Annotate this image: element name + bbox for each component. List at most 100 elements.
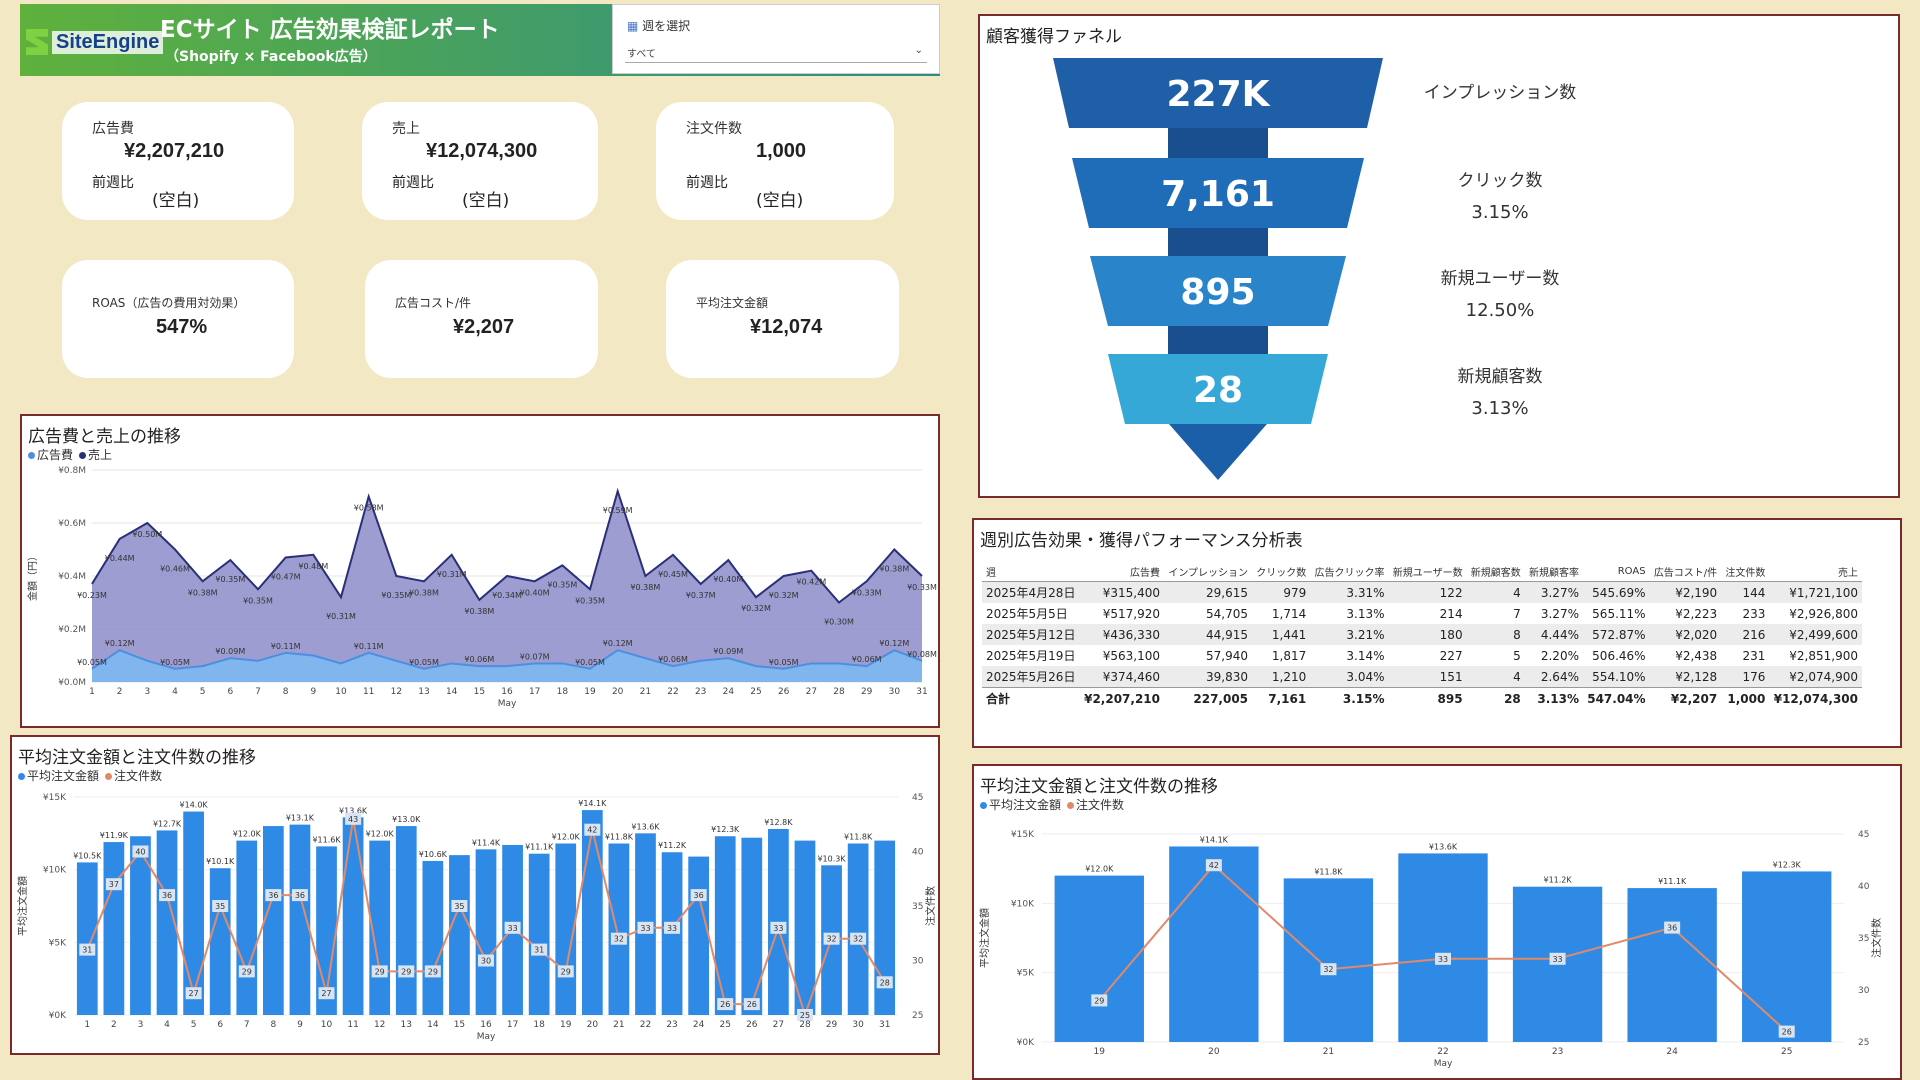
table-cell: ¥2,499,600 — [1769, 624, 1862, 645]
x-tick-label: 16 — [480, 1020, 492, 1030]
y-tick-label: ¥10K — [1011, 899, 1035, 909]
kpi-label: 広告費 — [92, 118, 134, 138]
table-row[interactable]: 2025年5月19日 ¥563,100 57,940 1,817 3.14% 227 5 2.… — [982, 645, 1862, 666]
bar — [396, 826, 417, 1015]
bar — [1284, 878, 1373, 1042]
bar-label: ¥13.0K — [392, 815, 421, 824]
table-header-cell[interactable]: ROAS — [1583, 562, 1650, 582]
point-label: 28 — [880, 978, 890, 987]
table-row[interactable]: 2025年4月28日 ¥315,400 29,615 979 3.31% 122 4 3.27… — [982, 582, 1862, 604]
data-label: ¥0.08M — [907, 650, 937, 659]
bar — [104, 842, 125, 1015]
table-cell: ¥517,920 — [1080, 603, 1164, 624]
table-cell: 7,161 — [1252, 688, 1310, 710]
x-tick-label: 24 — [1666, 1047, 1678, 1057]
data-label: ¥0.47M — [271, 572, 301, 581]
y-tick-label: ¥0.2M — [58, 625, 86, 635]
point-label: 43 — [348, 815, 358, 824]
x-tick-label: 21 — [640, 687, 651, 697]
data-label: ¥0.38M — [464, 607, 494, 616]
table-row[interactable]: 2025年5月12日 ¥436,330 44,915 1,441 3.21% 180 8 4.… — [982, 624, 1862, 645]
table-cell: 2025年4月28日 — [982, 582, 1080, 604]
kpi-compare-label: 前週比 — [686, 172, 728, 192]
x-tick-label: 23 — [1552, 1047, 1563, 1057]
funnel-stage-value: 7,161 — [1161, 174, 1275, 215]
x-tick-label: 19 — [584, 687, 596, 697]
table-cell: ¥2,074,900 — [1769, 666, 1862, 688]
table-cell: ¥2,190 — [1650, 582, 1722, 604]
data-label: ¥0.45M — [658, 570, 688, 579]
data-label: ¥0.05M — [769, 658, 799, 667]
y-tick-label: ¥5K — [1017, 969, 1035, 979]
table-row[interactable]: 2025年5月5日 ¥517,920 54,705 1,714 3.13% 214 7 3.2… — [982, 603, 1862, 624]
table-header-row: 週広告費 インプレッション クリック数 広告クリック率 新規ユーザー数 新規顧客数 新規顧客… — [982, 562, 1862, 582]
legend-dot — [980, 802, 987, 809]
logo-text: SiteEngine — [52, 31, 163, 54]
x-tick-label: 29 — [826, 1020, 838, 1030]
bar-label: ¥12.0K — [366, 830, 395, 839]
x-tick-label: 7 — [255, 687, 261, 697]
data-label: ¥0.11M — [271, 642, 301, 651]
point-label: 29 — [401, 967, 411, 976]
data-label: ¥0.50M — [132, 530, 162, 539]
point-label: 33 — [640, 924, 650, 933]
bar-label: ¥12.3K — [711, 825, 740, 834]
table-cell: 5 — [1467, 645, 1525, 666]
y2-tick-label: 35 — [912, 902, 923, 912]
data-label: ¥0.33M — [852, 588, 882, 597]
table-cell: 2025年5月19日 — [982, 645, 1080, 666]
point-label: 42 — [587, 826, 597, 835]
point-label: 35 — [215, 902, 225, 911]
table-header-cell[interactable]: 注文件数 — [1721, 562, 1769, 582]
bar-label: ¥11.4K — [472, 838, 501, 847]
bar — [183, 812, 204, 1015]
bar-label: ¥14.0K — [180, 801, 209, 810]
table-cell: ¥2,926,800 — [1769, 603, 1862, 624]
kpi-compare-value: (空白) — [756, 186, 803, 211]
table-header-cell[interactable]: 週 — [982, 562, 1080, 582]
week-select[interactable]: すべて ⌄ — [625, 41, 927, 63]
table-cell: 565.11% — [1583, 603, 1650, 624]
table-cell: 3.13% — [1525, 688, 1583, 710]
kpi-label: 平均注文金額 — [696, 294, 768, 311]
table-cell: 227 — [1389, 645, 1467, 666]
funnel-arrow — [1162, 416, 1274, 480]
point-label: 32 — [853, 935, 863, 944]
kpi-value: 1,000 — [756, 140, 806, 163]
logo-mark-icon — [26, 29, 48, 55]
table-cell: 57,940 — [1164, 645, 1252, 666]
bar-label: ¥12.7K — [153, 819, 182, 828]
table-header-cell[interactable]: 新規ユーザー数 — [1389, 562, 1467, 582]
chart-title: 平均注文金額と注文件数の推移 — [18, 743, 256, 768]
table-cell: 合計 — [982, 688, 1080, 710]
bar-label: ¥11.1K — [525, 843, 554, 852]
funnel-stage-label: 新規ユーザー数 — [1441, 269, 1560, 289]
data-label: ¥0.30M — [824, 618, 854, 627]
x-tick-label: 21 — [1323, 1047, 1334, 1057]
data-label: ¥0.38M — [630, 583, 660, 592]
x-tick-label: 24 — [693, 1020, 705, 1030]
table-cell: ¥1,721,100 — [1769, 582, 1862, 604]
x-tick-label: 30 — [852, 1020, 864, 1030]
table-header-cell[interactable]: 広告クリック率 — [1310, 562, 1388, 582]
table-cell: 3.27% — [1525, 603, 1583, 624]
table-header-cell[interactable]: インプレッション — [1164, 562, 1252, 582]
table-header-cell[interactable]: 広告コスト/件 — [1650, 562, 1722, 582]
point-label: 36 — [295, 891, 305, 900]
table-header-cell[interactable]: 新規顧客率 — [1525, 562, 1583, 582]
x-axis-label: May — [477, 1032, 496, 1042]
x-tick-label: 21 — [613, 1020, 624, 1030]
table-cell: 4.44% — [1525, 624, 1583, 645]
point-label: 26 — [1782, 1028, 1792, 1037]
table-cell: ¥2,128 — [1650, 666, 1722, 688]
x-tick-label: 2 — [111, 1020, 117, 1030]
table-header-cell[interactable]: 広告費 — [1080, 562, 1164, 582]
data-label: ¥0.09M — [713, 647, 743, 656]
table-header-cell[interactable]: クリック数 — [1252, 562, 1310, 582]
data-label: ¥0.12M — [879, 639, 909, 648]
table-header-cell[interactable]: 新規顧客数 — [1467, 562, 1525, 582]
y2-tick-label: 35 — [1858, 934, 1869, 944]
table-header-cell[interactable]: 売上 — [1769, 562, 1862, 582]
x-tick-label: 23 — [695, 687, 706, 697]
table-row[interactable]: 2025年5月26日 ¥374,460 39,830 1,210 3.04% 151 4 2.… — [982, 666, 1862, 688]
